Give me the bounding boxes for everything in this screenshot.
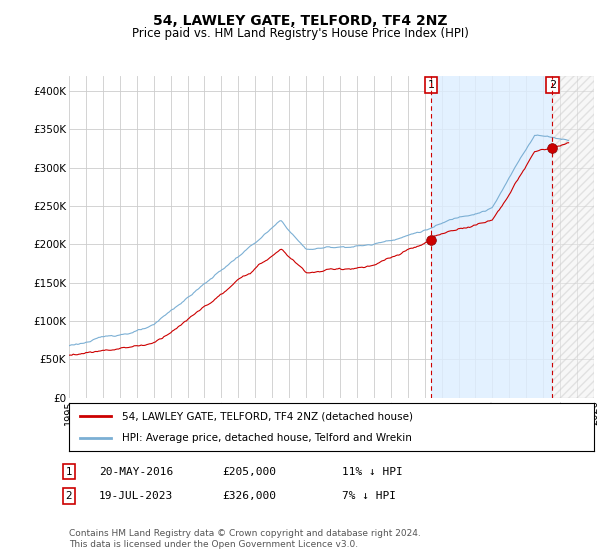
Text: £326,000: £326,000 (222, 491, 276, 501)
Bar (553, 76, 594, 398)
Text: 54, LAWLEY GATE, TELFORD, TF4 2NZ (detached house): 54, LAWLEY GATE, TELFORD, TF4 2NZ (detac… (121, 411, 413, 421)
Text: 2: 2 (65, 491, 73, 501)
Text: 54, LAWLEY GATE, TELFORD, TF4 2NZ: 54, LAWLEY GATE, TELFORD, TF4 2NZ (153, 14, 447, 28)
Bar (431, 76, 553, 398)
Text: HPI: Average price, detached house, Telford and Wrekin: HPI: Average price, detached house, Telf… (121, 433, 412, 443)
Text: 1: 1 (65, 466, 73, 477)
Text: 19-JUL-2023: 19-JUL-2023 (99, 491, 173, 501)
Text: Contains HM Land Registry data © Crown copyright and database right 2024.
This d: Contains HM Land Registry data © Crown c… (69, 529, 421, 549)
Text: 2: 2 (549, 80, 556, 90)
Text: 7% ↓ HPI: 7% ↓ HPI (342, 491, 396, 501)
Text: 1: 1 (428, 80, 434, 90)
Text: Price paid vs. HM Land Registry's House Price Index (HPI): Price paid vs. HM Land Registry's House … (131, 27, 469, 40)
Text: 11% ↓ HPI: 11% ↓ HPI (342, 466, 403, 477)
Text: £205,000: £205,000 (222, 466, 276, 477)
Text: 20-MAY-2016: 20-MAY-2016 (99, 466, 173, 477)
